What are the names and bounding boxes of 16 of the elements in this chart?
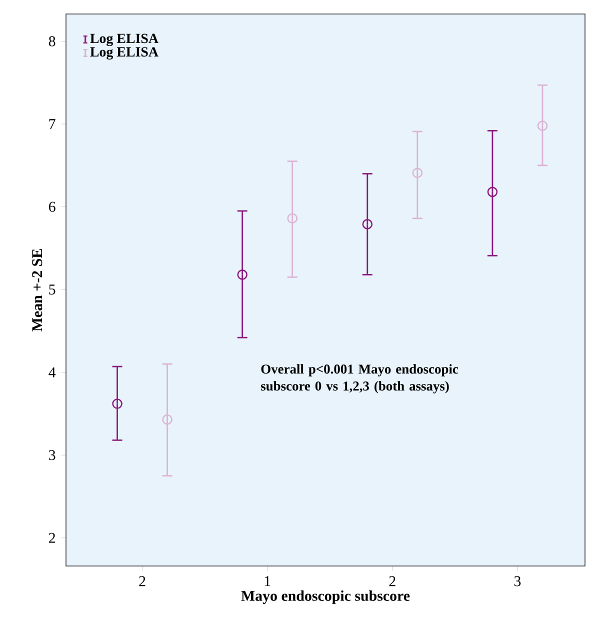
annotation: Overall p<0.001 Mayo endoscopic subscore 0 vs 1,2,3 (both assays) [261, 364, 458, 394]
y-tick-label: 4 [48, 367, 56, 378]
x-tick-label: 2 [389, 576, 396, 586]
y-tick-label: 8 [48, 36, 56, 46]
y-axis-title: Mean +-2 SE [32, 249, 42, 332]
y-tick-label: 2 [49, 532, 55, 543]
y-tick-label: 6 [48, 202, 56, 212]
x-axis-title: Mayo endoscopic subscore [241, 590, 410, 604]
x-tick-label: 1 [264, 576, 270, 586]
legend-label: Log ELISA [90, 34, 158, 46]
x-tick-label: 3 [514, 576, 521, 586]
y-tick-label: 3 [49, 450, 56, 460]
legend-label: Log ELISA [90, 47, 158, 60]
y-tick-label: 5 [49, 284, 56, 295]
x-tick-label: 2 [139, 576, 146, 586]
y-tick-label: 7 [49, 119, 56, 129]
